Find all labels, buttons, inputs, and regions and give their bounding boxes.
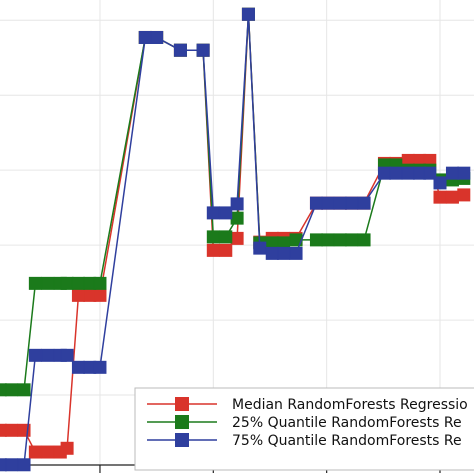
- marker: [206, 243, 220, 257]
- marker: [357, 233, 371, 247]
- marker: [60, 276, 74, 290]
- marker: [357, 196, 371, 210]
- marker: [457, 188, 471, 202]
- legend-marker: [175, 397, 189, 411]
- legend-marker: [175, 415, 189, 429]
- marker: [345, 196, 359, 210]
- marker: [401, 166, 415, 180]
- legend-marker: [175, 433, 189, 447]
- marker: [289, 246, 303, 260]
- marker: [28, 445, 42, 459]
- marker: [206, 230, 220, 244]
- marker: [241, 7, 255, 21]
- marker: [265, 246, 279, 260]
- marker: [219, 206, 233, 220]
- legend-box: [134, 387, 474, 471]
- marker: [93, 360, 107, 374]
- marker: [17, 383, 31, 397]
- legend-label: Median RandomForests Regressio: [232, 397, 468, 413]
- marker: [60, 441, 74, 455]
- marker: [71, 276, 85, 290]
- marker: [219, 243, 233, 257]
- marker: [309, 196, 323, 210]
- marker: [345, 233, 359, 247]
- marker: [333, 196, 347, 210]
- marker: [230, 211, 244, 225]
- marker: [230, 197, 244, 211]
- marker: [41, 348, 55, 362]
- marker: [150, 30, 164, 44]
- marker: [5, 458, 19, 472]
- marker: [5, 423, 19, 437]
- marker: [423, 166, 437, 180]
- marker: [309, 233, 323, 247]
- marker: [60, 348, 74, 362]
- marker: [433, 176, 447, 190]
- marker: [433, 190, 447, 204]
- marker: [71, 288, 85, 302]
- marker: [173, 43, 187, 57]
- marker: [445, 166, 459, 180]
- marker: [93, 276, 107, 290]
- marker: [321, 196, 335, 210]
- marker: [28, 276, 42, 290]
- marker: [93, 288, 107, 302]
- marker: [41, 445, 55, 459]
- marker: [5, 383, 19, 397]
- marker: [445, 190, 459, 204]
- marker: [206, 206, 220, 220]
- marker: [377, 166, 391, 180]
- legend-label: 25% Quantile RandomForests Re: [232, 415, 462, 431]
- marker: [389, 166, 403, 180]
- marker: [321, 233, 335, 247]
- marker: [71, 360, 85, 374]
- marker: [138, 30, 152, 44]
- marker: [17, 458, 31, 472]
- marker: [28, 348, 42, 362]
- marker: [196, 43, 210, 57]
- marker: [219, 230, 233, 244]
- marker: [457, 166, 471, 180]
- marker: [333, 233, 347, 247]
- marker: [277, 246, 291, 260]
- marker: [230, 231, 244, 245]
- legend-label: 75% Quantile RandomForests Re: [232, 433, 462, 449]
- marker: [41, 276, 55, 290]
- marker: [253, 241, 267, 255]
